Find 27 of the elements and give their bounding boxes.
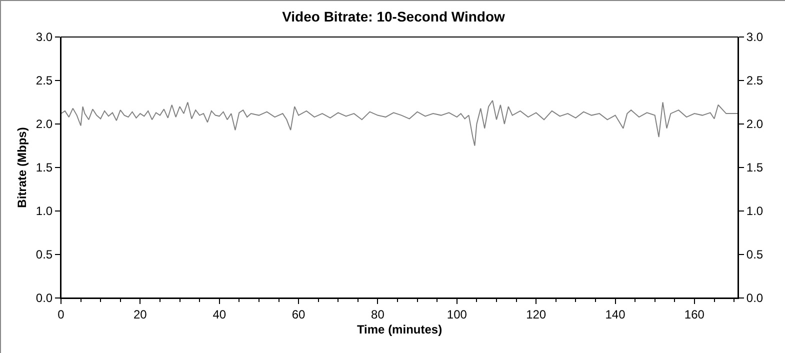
x-tick-label: 80 [371, 307, 385, 322]
x-tick-label: 0 [58, 307, 65, 322]
x-tick-label: 60 [292, 307, 306, 322]
y2-tick-label: 1.0 [746, 204, 764, 218]
y2-tick-label: 2.5 [746, 74, 764, 88]
y-tick-label: 1.0 [36, 204, 53, 218]
x-tick-label: 120 [526, 307, 546, 322]
y2-tick-label: 3.0 [746, 30, 764, 44]
x-tick-label: 100 [446, 307, 468, 322]
y-tick-label: 0.5 [36, 248, 53, 262]
y2-tick-label: 0.5 [746, 248, 764, 262]
chart-title: Video Bitrate: 10-Second Window [282, 8, 506, 24]
y-tick-label: 3.0 [36, 30, 53, 44]
x-tick-label: 140 [605, 307, 626, 322]
line-series [61, 100, 738, 146]
x-tick-label: 20 [134, 307, 148, 322]
x-tick-label: 160 [684, 307, 705, 322]
y-tick-label: 1.5 [36, 160, 53, 175]
y-axis-title: Bitrate (Mbps) [15, 127, 30, 208]
y-tick-label: 2.5 [36, 74, 53, 88]
y-tick-label: 0.0 [36, 291, 53, 306]
y2-tick-label: 0.0 [746, 291, 764, 306]
x-tick-label: 40 [212, 307, 226, 322]
y2-tick-label: 1.5 [746, 160, 764, 175]
y2-tick-label: 2.0 [746, 117, 764, 132]
x-axis-title: Time (minutes) [356, 322, 442, 336]
y-tick-label: 2.0 [36, 117, 53, 132]
